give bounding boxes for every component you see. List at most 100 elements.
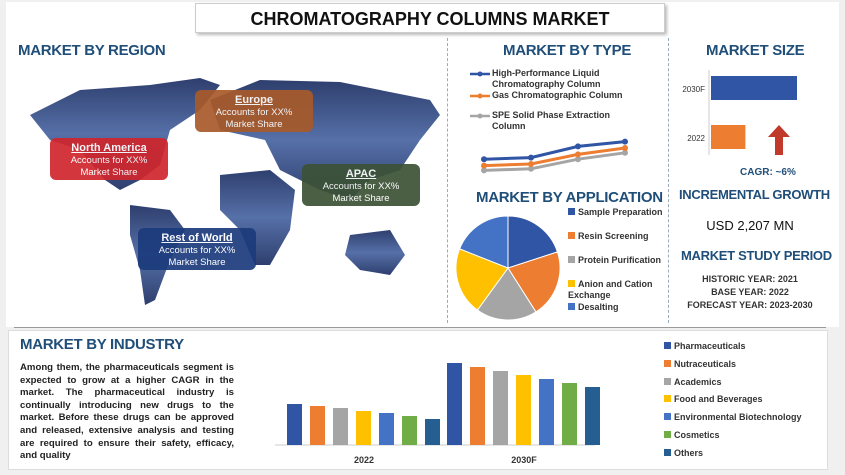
region-text1: Accounts for XX%	[322, 181, 400, 192]
industry-description: Among them, the pharmaceuticals segment …	[20, 362, 234, 462]
cagr: CAGR: ~6%	[740, 167, 796, 178]
legend-swatch	[664, 448, 671, 456]
bar	[356, 411, 371, 445]
pie-slice	[459, 215, 509, 269]
arrow-up-icon	[768, 125, 790, 155]
region-text2: Market Share	[168, 257, 226, 268]
legend-label: Food and Beverages	[674, 394, 763, 405]
legend-label: Others	[674, 447, 704, 458]
legend-label: Academics	[674, 376, 722, 387]
data-point	[528, 161, 534, 167]
legend-label: Pharmaceuticals	[674, 341, 746, 351]
legend-swatch	[568, 208, 575, 215]
tick-label: 2030F	[511, 455, 537, 465]
tick-label: 2022	[354, 455, 374, 465]
legend-label: Gas Chromatographic Column	[492, 90, 623, 100]
bar	[287, 404, 302, 445]
data-point	[481, 162, 487, 169]
data-point	[575, 156, 581, 163]
legend-label: Cosmetics	[674, 430, 720, 440]
region-box: Europe Accounts for XX% Market Share	[195, 90, 313, 132]
bar	[447, 363, 462, 445]
historic-year: HISTORIC YEAR: 2021	[702, 274, 798, 284]
pie-slice	[476, 267, 537, 321]
legend-item: Desalting	[568, 302, 668, 313]
industry-bar-chart: 2022 2030F	[275, 363, 600, 465]
legend-item: High-Performance Liquid Chromatography C…	[470, 68, 645, 90]
forecast-year: FORECAST YEAR: 2023-2030	[687, 300, 813, 310]
tick-label: 2022	[687, 134, 705, 143]
bar	[711, 76, 797, 100]
pie-slice	[507, 251, 561, 313]
pie-slice	[507, 215, 559, 269]
legend-label: Environmental Biotechnology	[674, 412, 802, 423]
legend-label: Anion and Cation Exchange	[568, 279, 653, 300]
type-heading: MARKET BY TYPE	[503, 42, 632, 59]
bar	[333, 408, 348, 445]
size-heading: MARKET SIZE	[706, 42, 805, 59]
legend-swatch	[568, 232, 575, 239]
region-box: APAC Accounts for XX% Market Share	[302, 164, 420, 206]
legend-item: Environmental Biotechnology	[664, 412, 834, 423]
region-name: Europe	[235, 94, 273, 106]
bar	[516, 375, 531, 445]
study-period: HISTORIC YEAR: 2021 BASE YEAR: 2022 FORE…	[680, 273, 820, 312]
bar	[310, 406, 325, 445]
growth-heading: INCREMENTAL GROWTH	[679, 187, 830, 202]
bar	[539, 379, 554, 445]
legend-item: Sample Preparation	[568, 207, 668, 218]
application-heading: MARKET BY APPLICATION	[476, 189, 663, 206]
type-line-chart	[481, 138, 628, 174]
data-point	[481, 167, 487, 174]
bar	[711, 125, 746, 149]
legend-item: SPE Solid Phase Extraction Column	[470, 110, 645, 132]
region-text2: Market Share	[80, 167, 138, 178]
bar	[425, 419, 440, 445]
data-point	[622, 149, 628, 156]
legend-item: Academics	[664, 377, 834, 388]
legend-item: Cosmetics	[664, 430, 834, 441]
region-text2: Market Share	[225, 119, 283, 130]
divider	[668, 38, 669, 323]
region-box: North America Accounts for XX% Market Shar…	[50, 138, 168, 180]
region-text2: Market Share	[332, 193, 390, 204]
bar	[470, 367, 485, 445]
region-heading: MARKET BY REGION	[18, 42, 166, 59]
legend-swatch	[664, 377, 671, 385]
region-box: Rest of World Accounts for XX% Market Shar…	[138, 228, 256, 270]
legend-label: Nutraceuticals	[674, 358, 737, 369]
legend-item: Gas Chromatographic Column	[470, 90, 645, 101]
legend-item: Pharmaceuticals	[664, 341, 834, 352]
bar	[379, 413, 394, 445]
legend-line-icon	[470, 93, 490, 99]
application-pie-chart	[455, 215, 561, 321]
legend-swatch	[568, 303, 575, 310]
pie-slice	[455, 248, 509, 311]
bar	[493, 371, 508, 445]
legend-label: Resin Screening	[578, 231, 649, 241]
region-text1: Accounts for XX%	[158, 245, 236, 256]
legend-item: Protein Purification	[568, 255, 668, 266]
series-line	[483, 146, 626, 168]
bottom-panel	[8, 330, 828, 470]
data-point	[622, 145, 628, 151]
legend-swatch	[664, 431, 671, 438]
legend-label: High-Performance Liquid Chromatography C…	[492, 68, 601, 89]
legend-label: SPE Solid Phase Extraction Column	[492, 110, 611, 131]
industry-heading: MARKET BY INDUSTRY	[20, 336, 184, 353]
market-size-chart: 2030F 2022	[682, 70, 797, 155]
data-point	[528, 154, 534, 161]
legend-swatch	[568, 280, 575, 287]
region-name: Rest of World	[161, 232, 233, 244]
region-text1: Accounts for XX%	[70, 155, 148, 166]
data-point	[575, 143, 581, 150]
legend-item: Others	[664, 448, 834, 459]
region-text1: Accounts for XX%	[215, 107, 293, 118]
data-point	[622, 138, 628, 145]
legend-swatch	[664, 359, 671, 367]
legend-swatch	[664, 395, 671, 403]
bar	[402, 416, 417, 445]
legend-swatch	[664, 413, 671, 421]
series-line	[483, 140, 626, 161]
page-title: CHROMATOGRAPHY COLUMNS MARKET	[195, 3, 665, 33]
